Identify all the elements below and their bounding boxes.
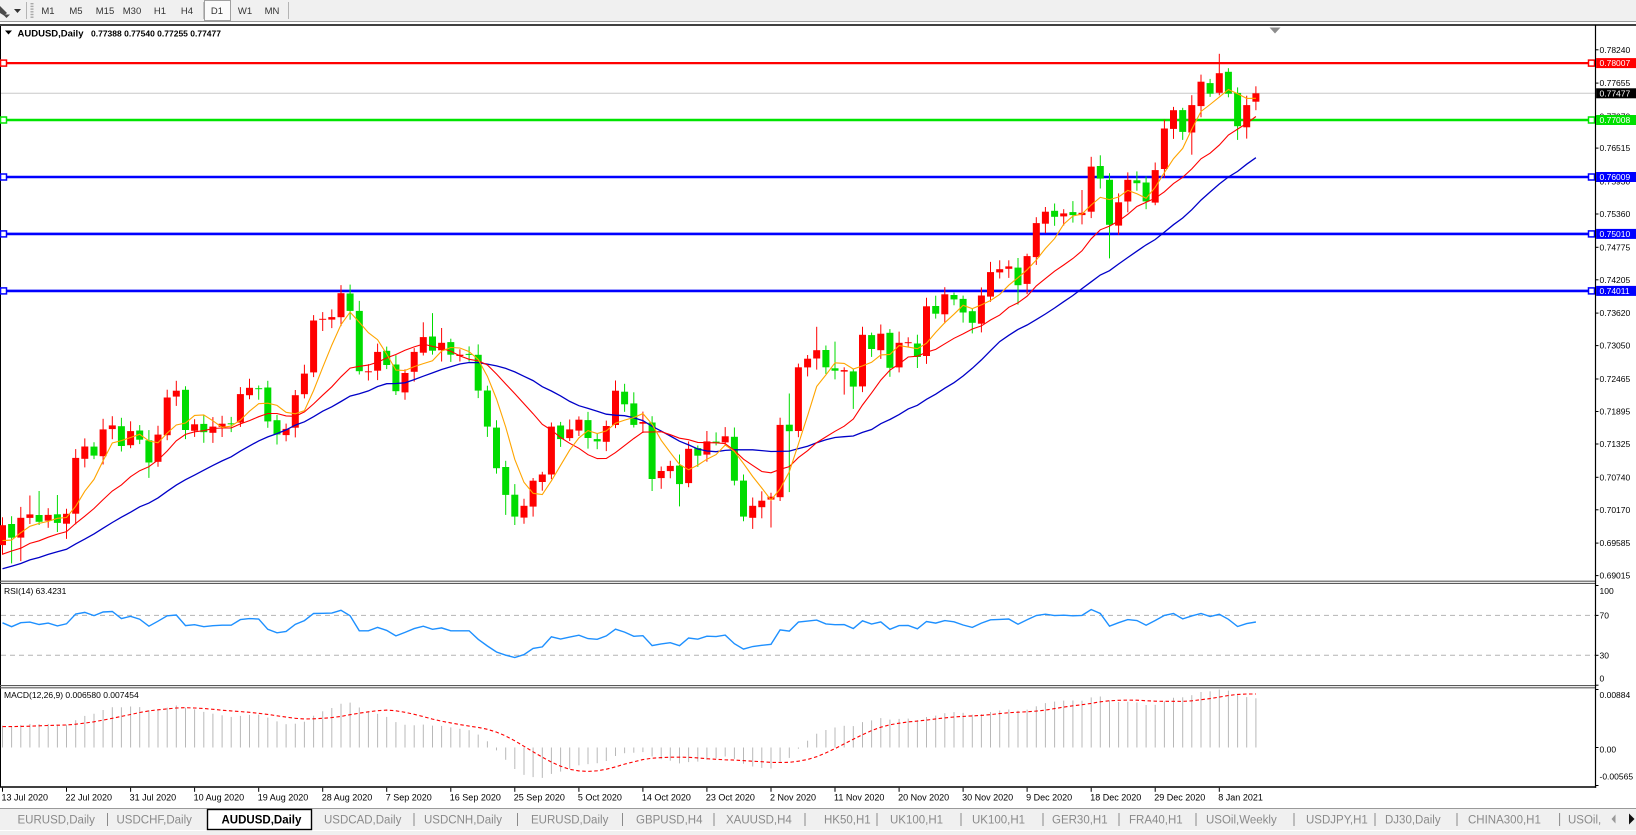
svg-text:AUDUSD,Daily: AUDUSD,Daily	[222, 815, 302, 827]
svg-text:23 Oct 2020: 23 Oct 2020	[706, 793, 755, 803]
svg-text:D1: D1	[211, 6, 223, 17]
svg-text:0.78240: 0.78240	[1600, 45, 1631, 55]
svg-text:0.74011: 0.74011	[1600, 286, 1630, 296]
svg-text:0.71895: 0.71895	[1600, 407, 1631, 417]
svg-text:0: 0	[1600, 674, 1605, 684]
svg-text:GBPUSD,H4: GBPUSD,H4	[636, 815, 703, 827]
svg-text:2 Nov 2020: 2 Nov 2020	[770, 793, 816, 803]
svg-text:USDCAD,Daily: USDCAD,Daily	[324, 815, 402, 827]
svg-text:8 Jan 2021: 8 Jan 2021	[1218, 793, 1263, 803]
svg-text:0.76515: 0.76515	[1600, 143, 1631, 153]
svg-text:MN: MN	[265, 6, 280, 17]
svg-text:19 Aug 2020: 19 Aug 2020	[258, 793, 309, 803]
svg-text:5 Oct 2020: 5 Oct 2020	[578, 793, 622, 803]
svg-text:EURUSD,Daily: EURUSD,Daily	[531, 815, 609, 827]
svg-text:0.70740: 0.70740	[1600, 472, 1631, 482]
svg-text:XAUUSD,H4: XAUUSD,H4	[726, 815, 792, 827]
svg-text:7 Sep 2020: 7 Sep 2020	[386, 793, 432, 803]
svg-text:0.00884: 0.00884	[1600, 690, 1631, 700]
svg-text:0.72465: 0.72465	[1600, 374, 1631, 384]
svg-text:0.74775: 0.74775	[1600, 242, 1631, 252]
svg-text:H4: H4	[181, 6, 193, 17]
svg-text:M5: M5	[69, 6, 82, 17]
svg-text:USOil,Weekly: USOil,Weekly	[1206, 815, 1277, 827]
svg-text:UK100,H1: UK100,H1	[972, 815, 1025, 827]
svg-text:29 Dec 2020: 29 Dec 2020	[1154, 793, 1205, 803]
svg-text:30: 30	[1600, 650, 1610, 660]
svg-text:22 Jul 2020: 22 Jul 2020	[66, 793, 113, 803]
svg-text:USDJPY,H1: USDJPY,H1	[1306, 815, 1368, 827]
svg-text:70: 70	[1600, 610, 1610, 620]
svg-text:11 Nov 2020: 11 Nov 2020	[834, 793, 884, 803]
svg-text:0.73620: 0.73620	[1600, 308, 1631, 318]
svg-text:16 Sep 2020: 16 Sep 2020	[450, 793, 501, 803]
svg-text:CHINA300,H1: CHINA300,H1	[1468, 815, 1541, 827]
svg-text:0.00: 0.00	[1600, 745, 1617, 755]
svg-text:10 Aug 2020: 10 Aug 2020	[194, 793, 245, 803]
svg-text:USDCHF,Daily: USDCHF,Daily	[117, 815, 193, 827]
svg-text:USOil,: USOil,	[1568, 815, 1601, 827]
svg-text:0.77655: 0.77655	[1600, 78, 1631, 88]
svg-text:USDCNH,Daily: USDCNH,Daily	[424, 815, 502, 827]
svg-text:13 Jul 2020: 13 Jul 2020	[2, 793, 49, 803]
svg-text:100: 100	[1600, 586, 1614, 596]
svg-text:30 Nov 2020: 30 Nov 2020	[962, 793, 1013, 803]
svg-text:0.78007: 0.78007	[1600, 58, 1631, 68]
svg-text:AUDUSD,Daily: AUDUSD,Daily	[18, 29, 85, 40]
svg-text:FRA40,H1: FRA40,H1	[1129, 815, 1183, 827]
svg-text:GER30,H1: GER30,H1	[1052, 815, 1108, 827]
svg-text:0.77008: 0.77008	[1600, 115, 1631, 125]
svg-text:DJ30,Daily: DJ30,Daily	[1385, 815, 1441, 827]
svg-text:0.71325: 0.71325	[1600, 439, 1631, 449]
svg-text:28 Aug 2020: 28 Aug 2020	[322, 793, 373, 803]
svg-text:0.70170: 0.70170	[1600, 505, 1631, 515]
svg-text:M1: M1	[41, 6, 54, 17]
svg-text:0.77388 0.77540 0.77255 0.7747: 0.77388 0.77540 0.77255 0.77477	[91, 29, 221, 39]
svg-text:HK50,H1: HK50,H1	[824, 815, 871, 827]
svg-text:0.75010: 0.75010	[1600, 229, 1631, 239]
svg-text:0.75360: 0.75360	[1600, 209, 1631, 219]
svg-text:0.76009: 0.76009	[1600, 172, 1631, 182]
svg-text:9 Dec 2020: 9 Dec 2020	[1026, 793, 1072, 803]
svg-text:W1: W1	[238, 6, 252, 17]
svg-text:0.69585: 0.69585	[1600, 538, 1631, 548]
svg-text:EURUSD,Daily: EURUSD,Daily	[18, 815, 96, 827]
svg-text:0.74205: 0.74205	[1600, 275, 1631, 285]
svg-text:20 Nov 2020: 20 Nov 2020	[898, 793, 949, 803]
svg-text:25 Sep 2020: 25 Sep 2020	[514, 793, 565, 803]
svg-text:M15: M15	[96, 6, 114, 17]
svg-text:M30: M30	[123, 6, 141, 17]
svg-text:14 Oct 2020: 14 Oct 2020	[642, 793, 691, 803]
svg-text:0.69015: 0.69015	[1600, 571, 1631, 581]
svg-text:RSI(14) 63.4231: RSI(14) 63.4231	[4, 586, 67, 596]
svg-text:0.77477: 0.77477	[1600, 88, 1631, 98]
svg-text:18 Dec 2020: 18 Dec 2020	[1090, 793, 1141, 803]
svg-text:-0.00565: -0.00565	[1600, 772, 1634, 782]
svg-text:H1: H1	[154, 6, 166, 17]
svg-text:31 Jul 2020: 31 Jul 2020	[130, 793, 177, 803]
svg-text:UK100,H1: UK100,H1	[890, 815, 943, 827]
svg-text:MACD(12,26,9) 0.006580 0.00745: MACD(12,26,9) 0.006580 0.007454	[4, 690, 139, 700]
svg-text:0.73050: 0.73050	[1600, 341, 1631, 351]
